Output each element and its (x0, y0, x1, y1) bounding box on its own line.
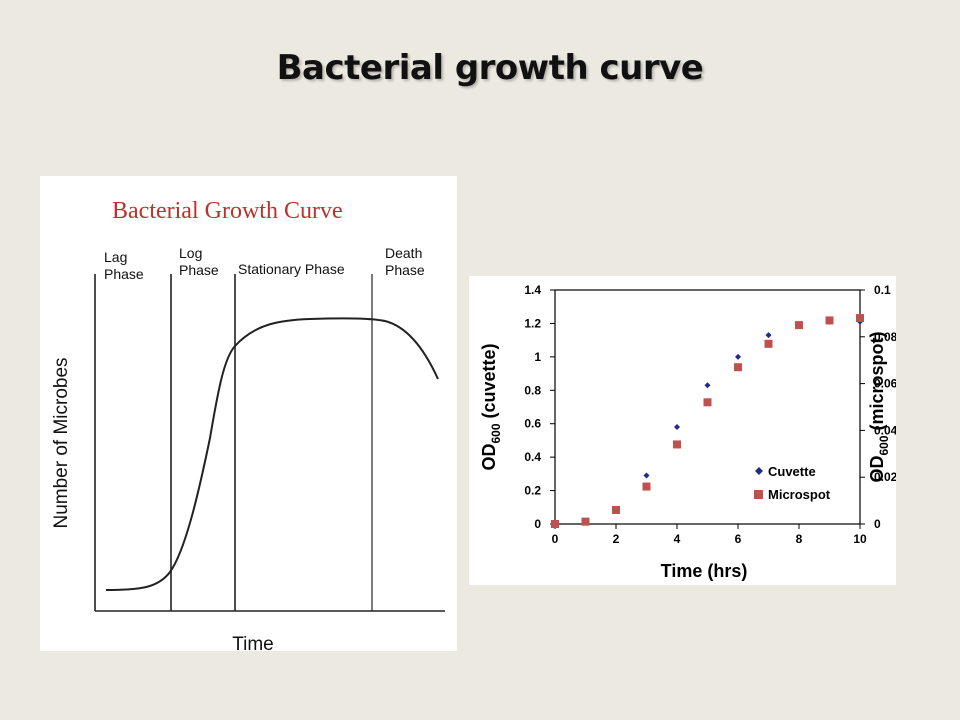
legend-label-cuvette: Cuvette (768, 464, 816, 479)
phase-label-lag: Lag Phase (104, 249, 144, 282)
schematic-title: Bacterial Growth Curve (112, 198, 343, 224)
microspot-point (764, 339, 773, 348)
y2-axis-title-suffix: (microspot) (867, 331, 887, 435)
y-tick-label: 0.6 (524, 417, 541, 431)
x-axis-ticks: 0 2 4 6 8 10 (552, 524, 867, 546)
y-axis-title-suffix: (cuvette) (479, 343, 499, 423)
phase-label-stationary: Stationary Phase (238, 261, 345, 277)
y2-tick-label: 0.02 (874, 470, 896, 484)
y2-tick-label: 0.08 (874, 330, 896, 344)
x-axis-title: Time (hrs) (661, 561, 748, 581)
y2-axis-title: OD600 (microspot) (867, 331, 891, 482)
phase-label-death-line1: Death (385, 245, 422, 261)
y2-axis-title-main: OD (867, 456, 887, 483)
cuvette-point (765, 332, 772, 339)
schematic-x-axis-title: Time (232, 634, 274, 651)
phase-label-log-line2: Phase (179, 262, 219, 278)
microspot-point (703, 398, 712, 407)
y-tick-label: 1.2 (524, 316, 541, 330)
phase-label-death: Death Phase (385, 245, 426, 278)
microspot-point (612, 505, 620, 514)
cuvette-point (704, 382, 711, 389)
legend: Cuvette Microspot (754, 464, 831, 502)
cuvette-point (674, 424, 680, 431)
x-tick-label: 2 (613, 532, 620, 546)
schematic-growth-chart: Bacterial Growth Curve Lag Phase Log Pha… (51, 198, 445, 651)
microspot-point (642, 482, 651, 491)
microspot-point (673, 440, 681, 449)
y2-tick-label: 0.06 (874, 377, 896, 391)
y-tick-label: 1 (534, 350, 541, 364)
y-tick-label: 0 (534, 517, 541, 531)
y-axis-ticks: 0 0.2 0.4 0.6 0.8 1 1.2 1.4 (524, 283, 555, 531)
microspot-point (856, 314, 864, 323)
y2-tick-label: 0.04 (874, 423, 896, 437)
phase-label-death-line2: Phase (385, 262, 425, 278)
y2-tick-label: 0.1 (874, 283, 891, 297)
y-axis-title-subscript: 600 (489, 423, 503, 443)
x-tick-label: 10 (853, 532, 867, 546)
schematic-y-axis-title: Number of Microbes (51, 357, 72, 528)
od600-chart-panel: 0 2 4 6 8 10 0 0.2 0.4 0.6 0.8 1 1.2 1.4 0 0.02 0.04 0.… (469, 276, 896, 585)
slide-title: Bacterial growth curve (276, 48, 704, 88)
series-microspot (551, 314, 864, 528)
y2-tick-label: 0 (874, 517, 881, 531)
microspot-point (795, 321, 803, 330)
x-tick-label: 0 (552, 532, 559, 546)
x-tick-label: 8 (796, 532, 803, 546)
phase-label-log-line1: Log (179, 245, 202, 261)
plot-area-frame (554, 289, 861, 525)
microspot-point (551, 520, 559, 528)
phase-label-log: Log Phase (179, 245, 219, 278)
x-tick-label: 4 (674, 532, 681, 546)
y-tick-label: 0.8 (524, 383, 541, 397)
legend-label-microspot: Microspot (768, 487, 831, 502)
x-tick-label: 6 (735, 532, 742, 546)
legend-marker-cuvette (755, 467, 763, 475)
y-tick-label: 1.4 (524, 283, 541, 297)
y-tick-label: 0.4 (524, 450, 541, 464)
phase-label-lag-line1: Lag (104, 249, 127, 265)
schematic-growth-curve (105, 317, 439, 591)
y-tick-label: 0.2 (524, 484, 541, 498)
schematic-growth-curve-panel: Bacterial Growth Curve Lag Phase Log Pha… (40, 176, 457, 651)
cuvette-point (643, 472, 650, 479)
microspot-point (581, 517, 590, 526)
microspot-point (825, 316, 834, 325)
y-axis-title-main: OD (479, 444, 499, 471)
y2-axis-title-subscript: 600 (877, 435, 891, 455)
cuvette-point (735, 353, 741, 360)
phase-label-lag-line2: Phase (104, 266, 144, 282)
y2-axis-ticks: 0 0.02 0.04 0.06 0.08 0.1 (860, 283, 896, 531)
microspot-point (734, 363, 742, 372)
od600-scatter-chart: 0 2 4 6 8 10 0 0.2 0.4 0.6 0.8 1 1.2 1.4 0 0.02 0.04 0.… (479, 283, 896, 581)
y-axis-title: OD600 (cuvette) (479, 343, 503, 470)
legend-marker-microspot (754, 490, 763, 499)
